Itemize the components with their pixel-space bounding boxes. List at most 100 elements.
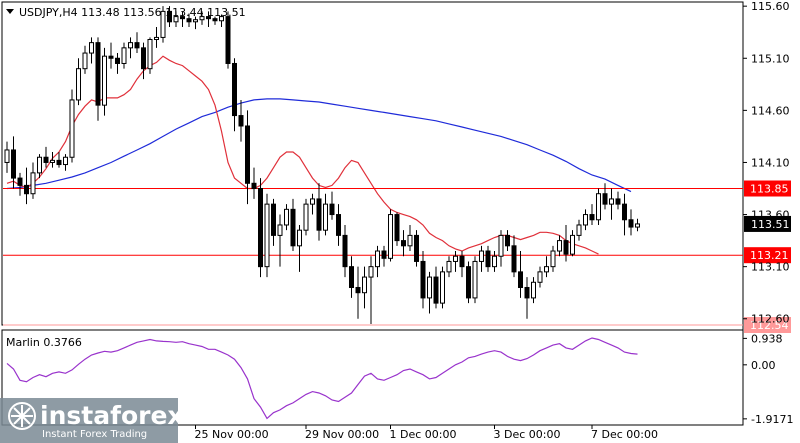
last-price-tag xyxy=(744,215,791,232)
candle xyxy=(154,27,159,48)
bearish-candle-body xyxy=(524,286,530,299)
candle xyxy=(427,271,432,314)
bearish-candle-body xyxy=(563,240,569,255)
bearish-candle-body xyxy=(258,188,263,268)
symbol-header: USDJPY,H4 113.48 113.56 113.44 113.51 xyxy=(19,6,246,19)
bullish-candle-body xyxy=(498,234,504,257)
bearish-candle-body xyxy=(24,184,29,195)
bearish-candle-body xyxy=(466,266,471,299)
bullish-candle-body xyxy=(440,271,445,304)
bearish-candle-body xyxy=(238,115,244,127)
bullish-candle-body xyxy=(199,16,205,21)
bearish-candle-body xyxy=(225,16,231,64)
price-tick-label: 112.60 xyxy=(751,313,790,326)
candle xyxy=(76,58,81,106)
candle xyxy=(17,172,23,196)
bearish-candle-body xyxy=(414,234,419,262)
bearish-candle-body xyxy=(56,159,62,166)
bearish-candle-body xyxy=(141,47,146,70)
bearish-candle-body xyxy=(394,214,400,242)
candle xyxy=(316,183,322,241)
candle xyxy=(193,16,198,30)
bearish-candle-body xyxy=(342,234,348,268)
candle xyxy=(433,266,439,309)
bullish-candle-body xyxy=(147,39,153,70)
bearish-candle-body xyxy=(17,177,23,186)
candle xyxy=(199,11,205,25)
candle xyxy=(362,266,367,309)
candle xyxy=(141,42,146,80)
candle xyxy=(284,204,289,231)
candle xyxy=(472,256,478,304)
bearish-candle-body xyxy=(115,57,120,64)
watermark-brand: instaforex xyxy=(40,401,184,430)
candle xyxy=(43,146,49,168)
candle xyxy=(121,42,127,69)
bearish-candle-body xyxy=(602,193,608,205)
candle xyxy=(173,11,179,28)
candle xyxy=(446,256,452,278)
candle xyxy=(518,251,523,298)
bearish-candle-body xyxy=(108,55,114,59)
candle xyxy=(453,251,458,272)
price-tick-label: 114.60 xyxy=(751,104,790,117)
bullish-candle-body xyxy=(446,260,452,273)
bullish-candle-body xyxy=(30,172,36,195)
price-tick-label: 114.10 xyxy=(751,156,790,169)
bullish-candle-body xyxy=(557,240,562,252)
level-price-label: 113.21 xyxy=(750,249,789,262)
candle xyxy=(264,193,270,278)
candle xyxy=(108,42,114,69)
candle xyxy=(186,13,192,28)
candle xyxy=(167,6,172,28)
candle xyxy=(134,32,140,54)
indicator-tick-label: -1.9171 xyxy=(751,413,793,426)
bullish-candle-body xyxy=(453,255,458,262)
candle xyxy=(576,219,582,241)
bearish-candle-body xyxy=(628,219,634,228)
candle xyxy=(563,224,569,262)
horizontal-levels[interactable]: 113.85 113.21 112.54 xyxy=(3,180,791,333)
bullish-candle-body xyxy=(596,193,601,221)
bullish-candle-body xyxy=(173,16,179,23)
bearish-candle-body xyxy=(433,276,439,304)
candle xyxy=(635,218,640,232)
candle xyxy=(219,14,224,28)
bullish-candle-body xyxy=(323,203,328,231)
indicator-tick-label: 0.00 xyxy=(751,359,776,372)
candle xyxy=(596,188,601,225)
candle xyxy=(505,230,510,252)
bearish-candle-body xyxy=(206,16,211,20)
bearish-candle-body xyxy=(349,266,354,288)
candle xyxy=(147,37,153,74)
candle xyxy=(258,178,263,278)
bullish-candle-body xyxy=(407,234,413,247)
candle xyxy=(232,58,237,132)
bearish-candle-body xyxy=(180,16,185,20)
candle xyxy=(225,11,231,69)
candle xyxy=(407,224,413,252)
bearish-candle-body xyxy=(232,62,237,117)
candle xyxy=(290,198,296,252)
candle xyxy=(381,245,387,267)
bullish-candle-body xyxy=(264,203,270,268)
candle xyxy=(37,154,42,179)
bearish-candle-body xyxy=(212,18,218,22)
candle xyxy=(128,37,133,59)
candle xyxy=(329,191,335,220)
bearish-candle-body xyxy=(615,198,621,205)
last-price-label: 113.51 xyxy=(751,218,790,231)
menu-triangle-icon[interactable] xyxy=(6,9,14,14)
bearish-candle-body xyxy=(420,260,426,299)
level-price-label: 112.54 xyxy=(750,319,789,332)
price-axis: 115.60115.10114.60114.10113.60113.10112.… xyxy=(743,0,791,326)
marlin-line xyxy=(6,337,638,420)
bullish-candle-body xyxy=(537,271,543,283)
candle xyxy=(206,11,211,28)
bearish-candle-body xyxy=(336,214,341,236)
candle xyxy=(95,37,101,121)
bullish-candle-body xyxy=(4,149,10,163)
candle xyxy=(336,204,341,246)
